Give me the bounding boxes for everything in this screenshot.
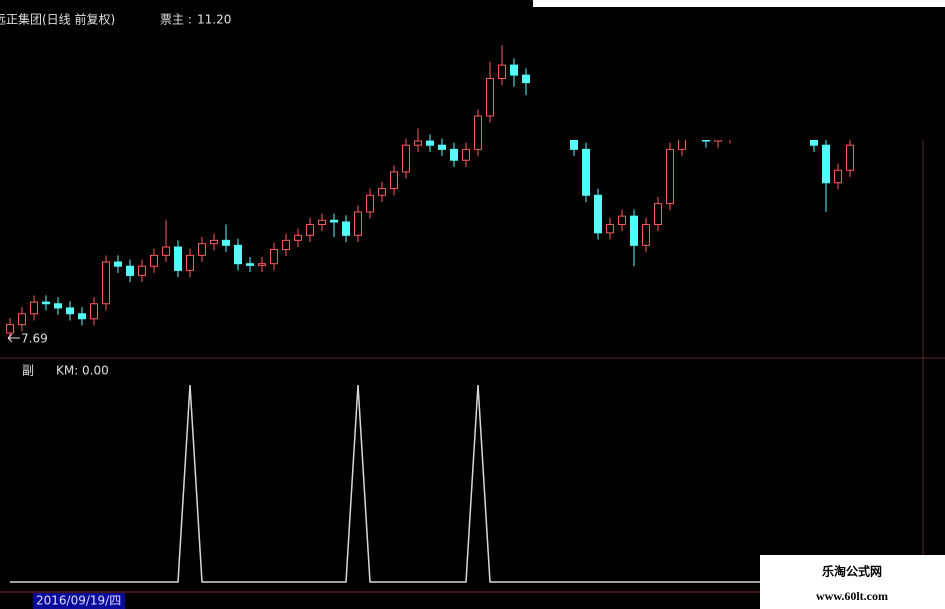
candle-body [210,239,218,245]
mask [533,0,945,140]
watermark-box [760,555,945,609]
candle-body [318,219,326,225]
candle-body [654,203,662,225]
candle-body [270,249,278,265]
candle-body [366,194,374,213]
candle-body [462,148,470,161]
candle-body [606,223,614,234]
candle-body [486,77,494,117]
candle-body [186,254,194,271]
candle-body [282,239,290,251]
panel-title: 副 [22,364,34,378]
low-arrow [7,333,20,343]
candle-body [54,303,62,309]
candle-body [342,221,350,236]
candle-body [618,215,626,225]
candle-body [42,301,50,305]
candle-body [258,263,266,266]
candle-body [450,148,458,161]
candle-body [474,115,482,150]
candle-body [162,246,170,256]
candle-body [126,265,134,276]
mask-edge [533,0,945,7]
candle-body [498,64,506,79]
legend-name: KM: [56,364,78,378]
cursor-date: 2016/09/19/四 [36,594,121,608]
candle-body [834,169,842,184]
candle-body [114,261,122,267]
chart-title: 远正集团(日线 前复权) [0,12,115,27]
candle-body [390,171,398,190]
candle-body [402,144,410,173]
watermark-title: 乐淘公式网 [822,564,882,579]
candle-body [246,263,254,266]
candle-body [510,64,518,76]
candle-body [666,148,674,205]
watermark-url: www.60lt.com [816,589,888,603]
candle-body [234,244,242,265]
candle-body [174,246,182,271]
candle-body [18,313,26,326]
indicator-panel [10,384,850,583]
candle-body [630,215,638,246]
candle-body [438,144,446,150]
candle-body [294,234,302,241]
candle-body [846,144,854,171]
candle-body [522,74,530,84]
candle-body [6,324,14,334]
candle-body [354,211,362,236]
km-line [10,384,850,583]
candle-body [306,223,314,236]
candle-body [426,140,434,146]
candle-body [582,148,590,196]
legend-value: 0.00 [82,364,109,378]
low-label: 7.69 [21,332,48,346]
high-label-prefix: 票主 : [160,13,192,27]
candle-body [30,301,38,315]
candle-body [330,219,338,223]
candle-body [198,243,206,256]
candle-body [642,223,650,246]
candle-body [66,307,74,315]
candle-body [594,194,602,234]
candle-body [90,303,98,320]
candle-body [822,144,830,184]
high-label: 11.20 [197,13,231,27]
date-box [33,593,125,609]
candle-body [378,188,386,196]
candle-body [138,265,146,276]
candle-body [414,140,422,146]
candle-body [222,239,230,246]
candle-body [78,313,86,320]
candle-body [150,254,158,267]
candle-body [102,261,110,305]
